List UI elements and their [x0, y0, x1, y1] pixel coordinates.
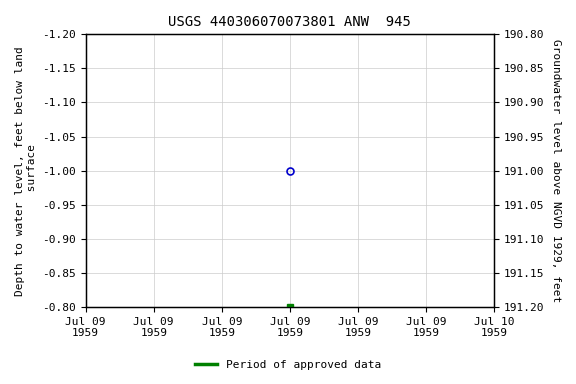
Y-axis label: Depth to water level, feet below land
 surface: Depth to water level, feet below land su…	[15, 46, 37, 296]
Legend: Period of approved data: Period of approved data	[191, 356, 385, 375]
Y-axis label: Groundwater level above NGVD 1929, feet: Groundwater level above NGVD 1929, feet	[551, 39, 561, 302]
Title: USGS 440306070073801 ANW  945: USGS 440306070073801 ANW 945	[168, 15, 411, 29]
